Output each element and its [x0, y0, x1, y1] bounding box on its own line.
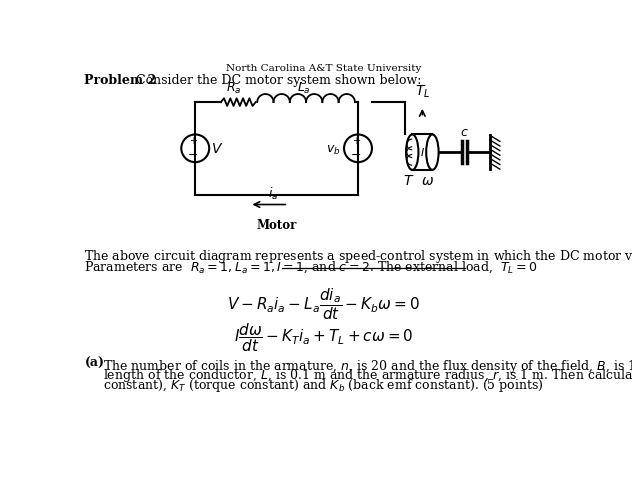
Text: $T$: $T$: [403, 174, 415, 188]
Text: (a): (a): [85, 357, 104, 370]
Text: $\omega$: $\omega$: [422, 174, 434, 188]
Text: −: −: [188, 149, 198, 162]
Text: +: +: [351, 136, 360, 146]
Text: Consider the DC motor system shown below:: Consider the DC motor system shown below…: [131, 74, 421, 87]
Text: Parameters are  $R_a = 1, L_a = 1, I = 1$, and $c = 2$. The external load,  $T_L: Parameters are $R_a = 1, L_a = 1, I = 1$…: [85, 259, 538, 275]
Text: $T_L$: $T_L$: [415, 83, 430, 100]
Text: $V - R_a i_a - L_a \dfrac{di_a}{dt} - K_b\omega = 0$: $V - R_a i_a - L_a \dfrac{di_a}{dt} - K_…: [228, 286, 420, 322]
Text: Problem 2: Problem 2: [85, 74, 157, 87]
Text: $I\dfrac{d\omega}{dt} - K_T i_a + T_L + c\omega = 0$: $I\dfrac{d\omega}{dt} - K_T i_a + T_L + …: [234, 322, 413, 355]
Text: Motor: Motor: [257, 219, 297, 232]
Text: $L_a$: $L_a$: [297, 81, 310, 96]
Text: $V$: $V$: [210, 142, 223, 156]
Text: $v_b$: $v_b$: [326, 144, 341, 157]
Text: $I$: $I$: [420, 146, 425, 158]
Text: $c$: $c$: [460, 126, 468, 139]
Text: length of the conductor, $L$, is 0.1 m and the armature radius, $r$, is 1 m. The: length of the conductor, $L$, is 0.1 m a…: [103, 367, 632, 384]
Text: constant), $K_T$ (torque constant) and $K_b$ (back emf constant). (5 points): constant), $K_T$ (torque constant) and $…: [103, 377, 544, 394]
Text: The above circuit diagram represents a speed-control system in which the DC moto: The above circuit diagram represents a s…: [85, 249, 632, 265]
Text: +: +: [189, 136, 197, 146]
Text: The number of coils in the armature, $n$, is 20 and the flux density of the fiel: The number of coils in the armature, $n$…: [103, 357, 632, 376]
Text: $R_a$: $R_a$: [226, 81, 241, 96]
Text: $i_a$: $i_a$: [267, 186, 278, 202]
Text: −: −: [350, 149, 361, 162]
Text: North Carolina A&T State University: North Carolina A&T State University: [226, 64, 422, 73]
